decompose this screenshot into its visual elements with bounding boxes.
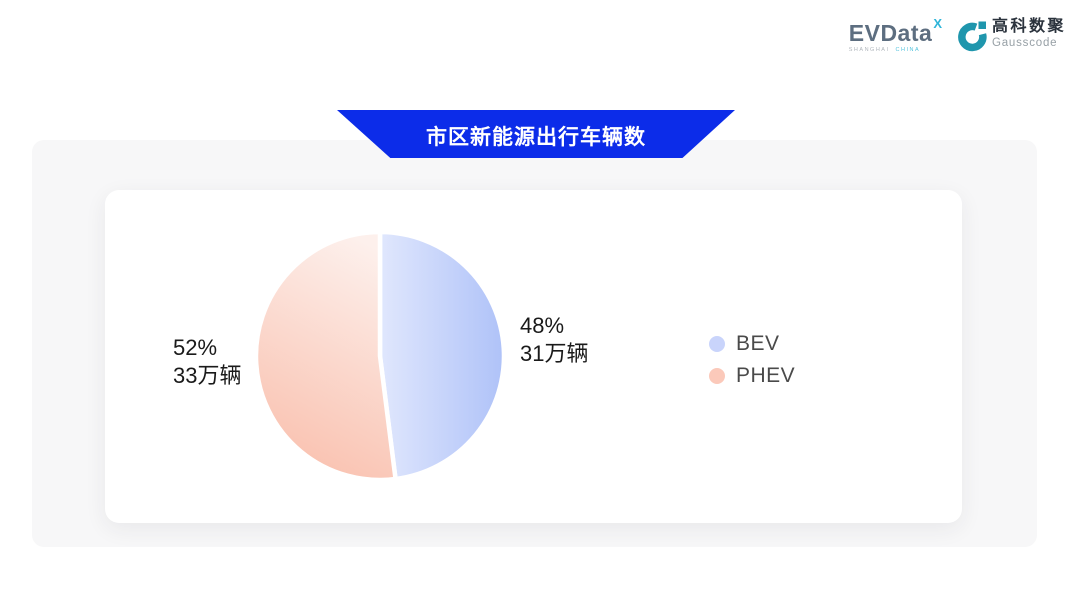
gausscode-cn: 高科数聚: [991, 18, 1066, 35]
evdata-tagline-right: CHINA: [895, 47, 921, 53]
evdata-tagline: SHANGHAI CHINA: [848, 47, 921, 54]
evdata-tagline-left: SHANGHAI: [848, 47, 890, 53]
slice-label-phev-pct: 52%: [173, 335, 218, 360]
evdata-logo: EVData X SHANGHAI CHINA: [848, 17, 942, 54]
pie-chart[interactable]: [220, 196, 540, 516]
slice-label-bev-count: 31万辆: [520, 341, 589, 366]
slice-label-bev: 48% 31万辆: [520, 312, 588, 368]
legend: BEV PHEV: [709, 330, 795, 390]
gausscode-g-icon: [958, 21, 987, 52]
evdata-wordmark: EVData X: [848, 17, 942, 46]
gausscode-logo: 高科数聚 Gausscode: [957, 18, 1066, 52]
slice-label-bev-pct: 48%: [520, 313, 565, 338]
brand-logos: EVData X SHANGHAI CHINA 高科数聚 Gausscode: [848, 17, 1066, 54]
gausscode-text: 高科数聚 Gausscode: [992, 18, 1066, 50]
legend-item-phev[interactable]: PHEV: [709, 362, 795, 390]
evdata-wordmark-text: EVData: [848, 20, 933, 46]
gausscode-en: Gausscode: [991, 36, 1058, 49]
slice-label-phev: 52% 33万辆: [173, 334, 241, 390]
legend-dot-phev: [709, 368, 725, 384]
title-banner: 市区新能源出行车辆数: [337, 110, 735, 158]
evdata-x-icon: X: [933, 16, 942, 31]
chart-card: 48% 31万辆 52% 33万辆 BEV PHEV: [105, 190, 962, 523]
legend-label-phev: PHEV: [736, 364, 796, 387]
legend-label-bev: BEV: [736, 332, 780, 355]
legend-dot-bev: [709, 336, 725, 352]
pie-slice-bev[interactable]: [377, 229, 507, 482]
page-title: 市区新能源出行车辆数: [426, 126, 646, 149]
legend-item-bev[interactable]: BEV: [709, 330, 795, 358]
slice-label-phev-count: 33万辆: [173, 363, 242, 388]
pie-slice-phev[interactable]: [253, 229, 398, 483]
